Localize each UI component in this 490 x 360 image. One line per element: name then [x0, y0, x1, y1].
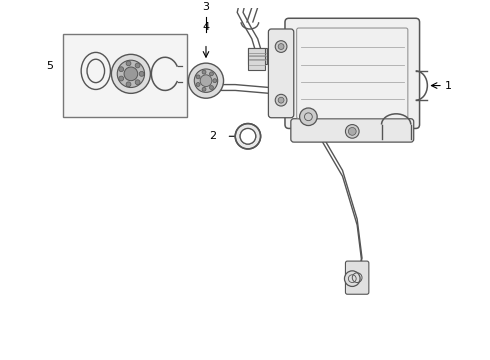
Circle shape — [196, 75, 200, 79]
Circle shape — [344, 271, 360, 287]
Circle shape — [348, 127, 356, 135]
Circle shape — [278, 44, 284, 49]
Circle shape — [119, 67, 123, 72]
Circle shape — [189, 63, 223, 98]
Circle shape — [195, 69, 218, 93]
Circle shape — [126, 82, 131, 87]
Circle shape — [200, 75, 212, 86]
Circle shape — [196, 82, 200, 86]
Circle shape — [210, 72, 214, 76]
Circle shape — [235, 123, 261, 149]
Circle shape — [275, 94, 287, 106]
Circle shape — [202, 70, 206, 74]
FancyBboxPatch shape — [269, 29, 294, 118]
Circle shape — [299, 108, 317, 126]
FancyBboxPatch shape — [345, 261, 369, 294]
Text: 1: 1 — [445, 81, 452, 91]
FancyBboxPatch shape — [291, 119, 414, 142]
Circle shape — [240, 129, 256, 144]
Circle shape — [275, 41, 287, 53]
Circle shape — [135, 80, 140, 85]
FancyBboxPatch shape — [285, 18, 419, 129]
Circle shape — [213, 79, 217, 83]
Text: 5: 5 — [46, 60, 53, 71]
Circle shape — [278, 97, 284, 103]
Circle shape — [119, 76, 123, 81]
Circle shape — [126, 61, 131, 66]
Bar — [63, 34, 188, 117]
Circle shape — [124, 67, 138, 81]
Bar — [248, 49, 268, 64]
Text: 4: 4 — [202, 22, 210, 32]
Circle shape — [345, 125, 359, 138]
Circle shape — [117, 60, 145, 87]
Text: 2: 2 — [210, 131, 217, 141]
Circle shape — [111, 54, 150, 93]
Circle shape — [202, 87, 206, 91]
Circle shape — [139, 71, 144, 76]
Bar — [248, 49, 266, 70]
Circle shape — [135, 63, 140, 68]
Text: 3: 3 — [202, 3, 210, 12]
Circle shape — [210, 86, 214, 90]
